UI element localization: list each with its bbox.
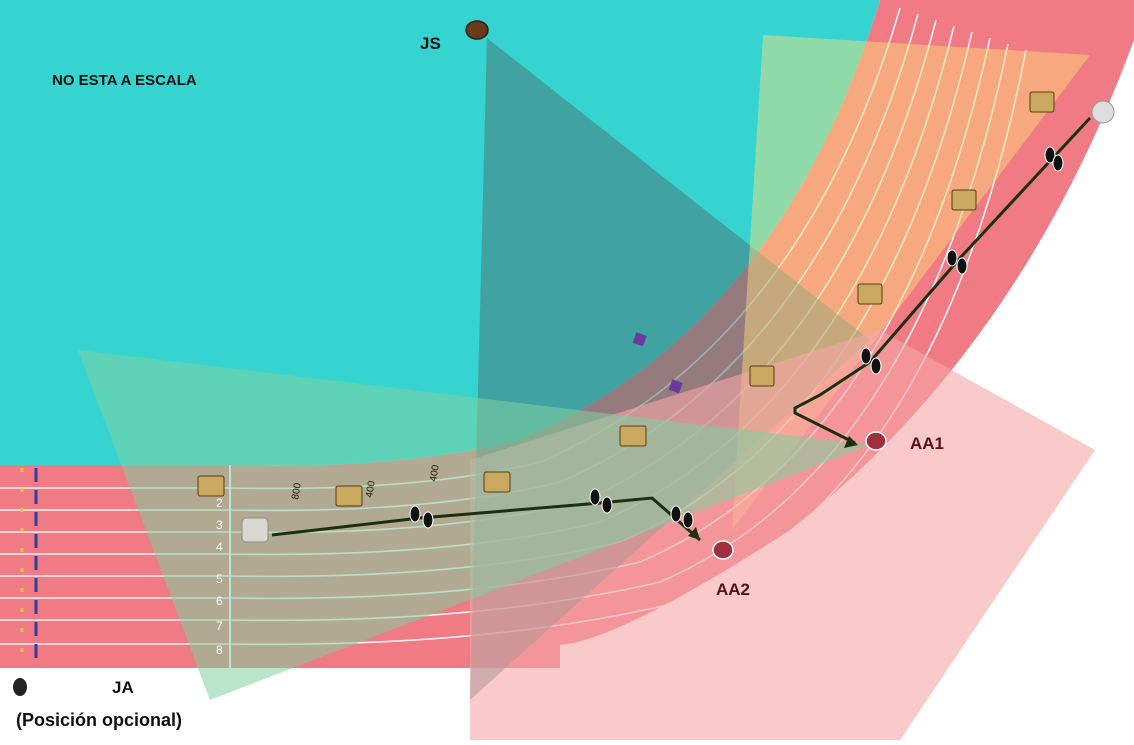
official-ja [13,678,27,696]
footsteps-icon [946,249,958,267]
footsteps-icon [670,505,682,523]
lane-number: 7 [216,619,223,633]
footsteps-icon [422,511,434,529]
purple-marker [668,379,683,394]
hurdles [197,91,1055,507]
footsteps-icon [589,488,601,506]
not-to-scale-note: NO ESTA A ESCALA [52,72,197,89]
aa1-path-line [793,116,1092,445]
official-figure-icon [465,20,489,40]
footsteps-icon [1052,154,1064,172]
footsteps-icon [682,511,694,529]
official-figure-icon [865,431,887,451]
aa1-path-arrow [844,436,858,448]
distance-marker: 400 [364,480,378,499]
footsteps-icon [1044,146,1056,164]
official-figure-icon [241,517,269,543]
hurdle-icon [335,485,363,507]
footsteps-icon [870,357,882,375]
lane-number: 8 [216,643,223,657]
distance-marker: 400 [428,464,442,483]
purple-marker [632,332,647,347]
distance-markers: 800 400 400 [290,464,442,501]
aa1-label: AA1 [910,434,945,453]
footsteps-icon [860,347,872,365]
ja-optional-note: (Posición opcional) [16,710,183,730]
lane-number: 3 [216,518,223,532]
hurdle-icon [857,283,883,305]
hurdle-icon [197,475,225,497]
official-aa1-start [1091,100,1115,124]
footsteps-icon [409,505,421,523]
official-js [465,20,489,40]
footsteps [409,146,1064,529]
hurdle-icon [749,365,775,387]
hurdle-icon [483,471,511,493]
aa2-path-arrow [688,527,700,540]
aa2-path-line [271,496,701,542]
js-label: JS [420,34,441,53]
official-aa2 [712,540,734,560]
hurdle-icon [1029,91,1055,113]
lane-numbers: 2 3 4 5 6 7 8 [216,496,223,657]
official-figure-icon [1091,100,1115,124]
hurdle-icon [951,189,977,211]
distance-marker: 800 [290,482,304,501]
lane-number: 5 [216,572,223,586]
footsteps-icon [601,496,613,514]
official-figure-icon [13,678,27,696]
lane-number: 6 [216,594,223,608]
ja-label: JA [112,678,134,697]
hurdle-icon [619,425,647,447]
ja-view-cone [78,350,870,700]
aa2-label: AA2 [716,580,751,599]
lane-number: 4 [216,540,223,554]
official-figure-icon [712,540,734,560]
official-start-position [241,517,269,543]
official-aa1 [865,431,887,451]
footsteps-icon [956,257,968,275]
lane-number: 2 [216,496,223,510]
